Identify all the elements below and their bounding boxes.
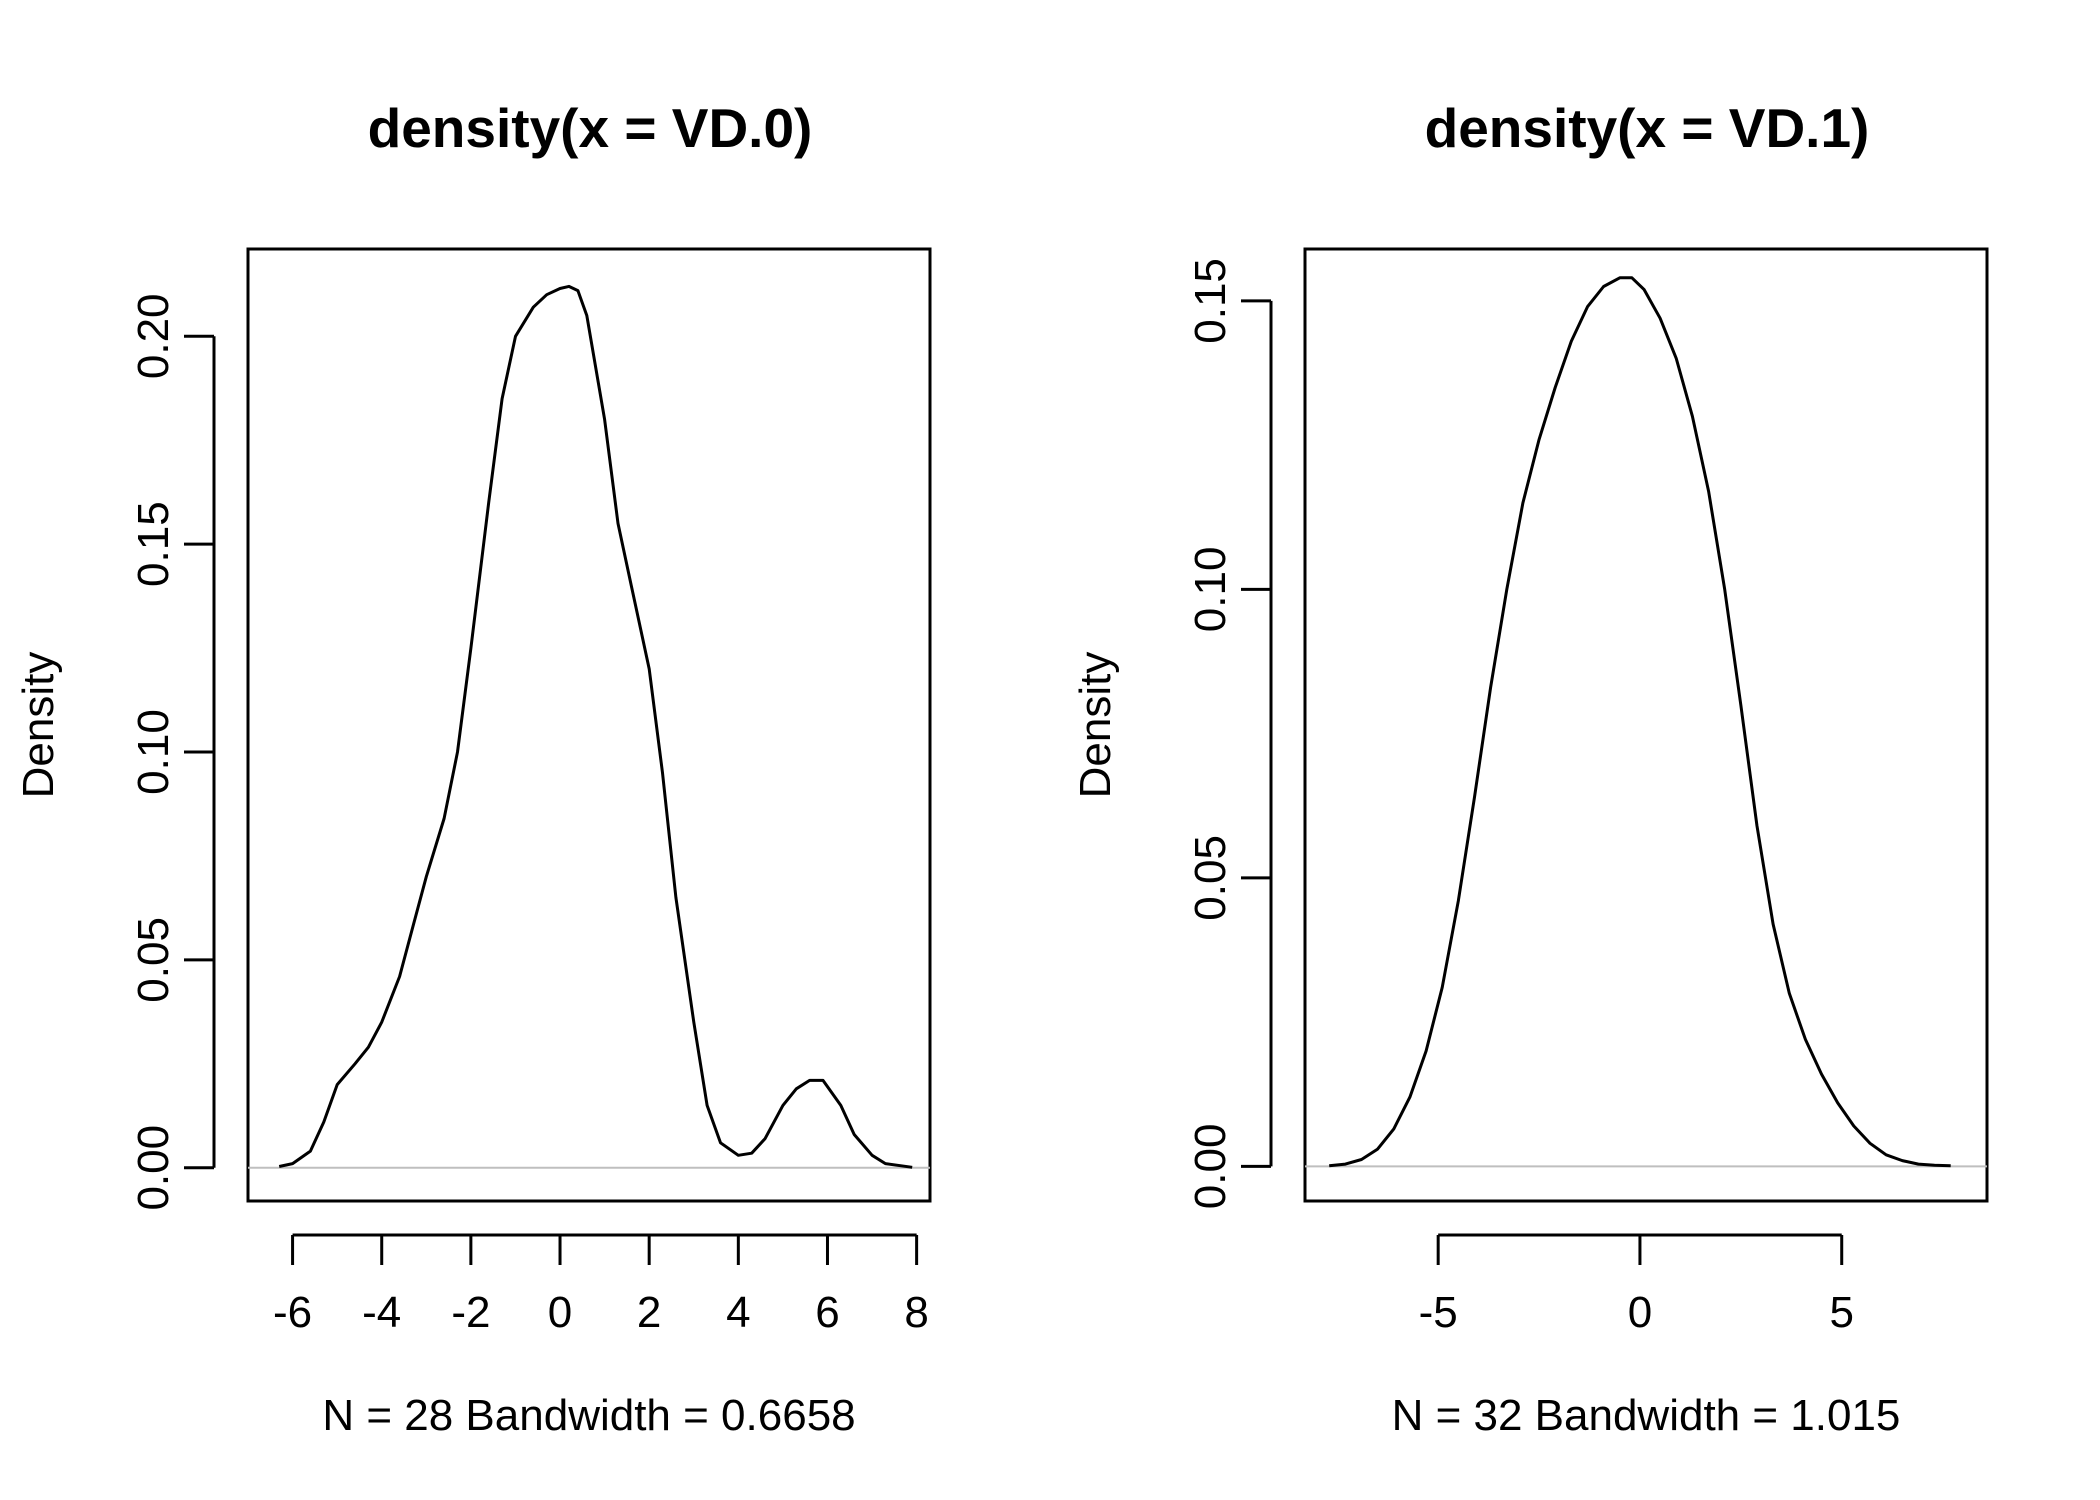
x-tick-label: 8	[904, 1288, 928, 1337]
y-axis: 0.00 0.05 0.10 0.15	[1186, 258, 1273, 1210]
x-tick-label: 0	[1628, 1288, 1652, 1337]
y-tick-label: 0.05	[129, 917, 178, 1003]
y-tick-label: 0.10	[1186, 547, 1235, 633]
y-tick-label: 0.15	[129, 501, 178, 587]
x-tick-label: 6	[815, 1288, 839, 1337]
density-curve	[278, 284, 913, 1169]
y-tick-label: 0.15	[1186, 258, 1235, 344]
x-tick-label: 2	[637, 1288, 661, 1337]
x-tick-label: -4	[362, 1288, 401, 1337]
x-tick-label: -2	[451, 1288, 490, 1337]
y-tick-label: 0.05	[1186, 835, 1235, 921]
chart-title: density(x = VD.1)	[1425, 97, 1870, 159]
x-tick-label: 4	[726, 1288, 750, 1337]
x-axis: -5 0 5	[1419, 1233, 1854, 1337]
density-panel-vd0: density(x = VD.0) -6 -4 -2 0 2 4 6 8 0.000.050.…	[14, 97, 932, 1440]
x-tick-label: -6	[273, 1288, 312, 1337]
x-axis: -6 -4 -2 0 2 4 6 8	[273, 1233, 929, 1337]
y-tick-label: 0.10	[129, 709, 178, 795]
x-tick-label: 0	[548, 1288, 572, 1337]
x-tick-label: -5	[1419, 1288, 1458, 1337]
y-tick-label: 0.20	[129, 293, 178, 379]
x-tick-label: 5	[1829, 1288, 1853, 1337]
chart-title: density(x = VD.0)	[368, 97, 813, 159]
density-panel-vd1: density(x = VD.1) -5 0 5 0.000.050.100.15 …	[1071, 97, 1989, 1440]
y-axis-label: Density	[1071, 652, 1120, 799]
density-curve	[1329, 276, 1951, 1168]
plot-frame	[1303, 247, 1989, 1203]
y-tick-label: 0.00	[1186, 1124, 1235, 1210]
plot-frame	[246, 247, 932, 1203]
x-axis-label: N = 32 Bandwidth = 1.015	[1392, 1391, 1901, 1440]
y-tick-label: 0.00	[129, 1125, 178, 1211]
x-axis-label: N = 28 Bandwidth = 0.6658	[322, 1391, 855, 1440]
y-axis-label: Density	[14, 652, 63, 799]
y-axis: 0.00 0.05 0.10 0.15 0.20	[129, 293, 216, 1211]
